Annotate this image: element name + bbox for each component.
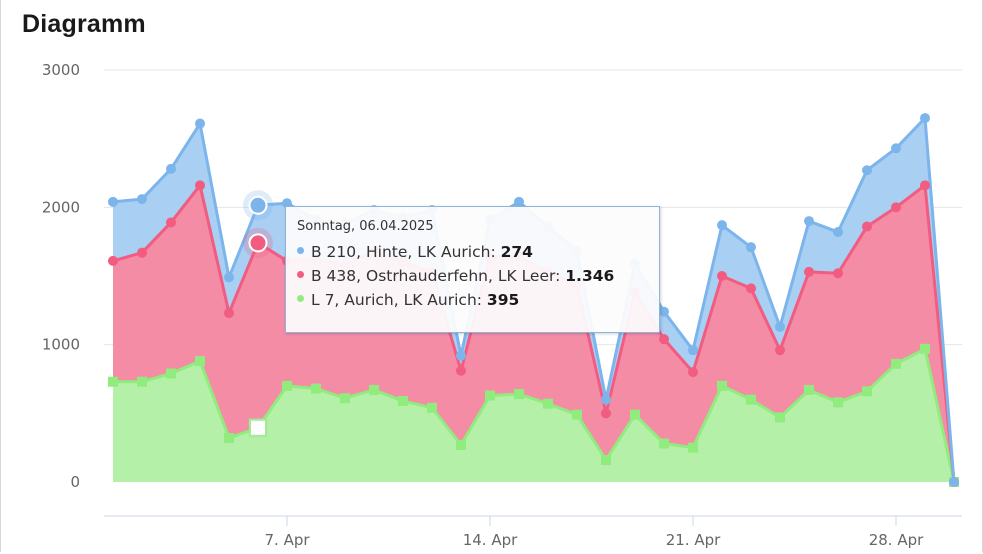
point-series-2-27 <box>891 143 901 154</box>
point-series-1-28 <box>920 180 930 191</box>
point-series-0-11 <box>427 402 437 413</box>
point-series-2-0 <box>108 196 118 207</box>
point-series-1-21 <box>717 271 727 281</box>
point-series-1-1 <box>137 247 147 258</box>
point-series-1-12 <box>456 365 466 376</box>
point-series-0-3 <box>195 356 205 367</box>
point-series-0-17 <box>601 455 611 466</box>
point-series-2-23 <box>775 321 785 332</box>
point-series-0-21 <box>717 380 727 391</box>
y-tick-label-0: 0 <box>70 473 80 491</box>
point-series-0-19 <box>659 438 669 449</box>
point-series-0-8 <box>340 393 350 404</box>
point-series-0-9 <box>369 384 379 395</box>
tooltip-dot-b210 <box>297 247 304 254</box>
area-series-1 <box>113 185 954 483</box>
point-series-2-3 <box>195 118 205 129</box>
point-series-2-12 <box>456 350 466 361</box>
point-series-2-28 <box>920 113 930 124</box>
point-series-2-4 <box>224 272 234 283</box>
hover-point-series-0 <box>249 418 267 437</box>
x-tick-label-1: 14. Apr <box>463 531 518 549</box>
point-series-1-17 <box>601 408 611 419</box>
point-series-1-4 <box>224 308 234 319</box>
point-series-2-25 <box>833 227 843 238</box>
point-series-0-7 <box>311 383 321 394</box>
point-series-0-16 <box>572 409 582 420</box>
point-series-2-24 <box>804 216 814 227</box>
area-series-0 <box>113 348 954 482</box>
tooltip-row-b438: B 438, Ostrhauderfehn, LK Leer: 1.346 <box>297 264 648 288</box>
point-series-2-20 <box>688 345 698 356</box>
point-series-2-22 <box>746 242 756 253</box>
point-series-0-1 <box>137 376 147 387</box>
x-tick-label-0: 7. Apr <box>264 531 310 549</box>
point-series-1-3 <box>195 180 205 191</box>
point-series-0-13 <box>485 390 495 401</box>
point-series-0-18 <box>630 409 640 420</box>
point-series-0-12 <box>456 439 466 450</box>
y-tick-label-3000: 3000 <box>42 61 80 79</box>
tooltip-value-b438: 1.346 <box>565 267 615 285</box>
point-series-0-10 <box>398 395 408 406</box>
chart-title: Diagramm <box>22 10 146 38</box>
tooltip-row-l7: L 7, Aurich, LK Aurich: 395 <box>297 288 648 312</box>
x-tick-label-3: 28. Apr <box>869 531 924 549</box>
point-series-0-24 <box>804 384 814 395</box>
tooltip-date: Sonntag, 06.04.2025 <box>297 219 434 234</box>
point-series-1-22 <box>746 283 756 294</box>
point-series-0-26 <box>862 386 872 397</box>
point-series-2-17 <box>601 394 611 405</box>
point-series-1-26 <box>862 221 872 232</box>
tooltip-value-b210: 274 <box>500 243 533 261</box>
point-series-2-26 <box>862 165 872 176</box>
chart-tooltip: Sonntag, 06.04.2025 B 210, Hinte, LK Aur… <box>285 206 660 333</box>
tooltip-dot-l7 <box>297 295 304 302</box>
point-series-0-2 <box>166 368 176 379</box>
point-series-1-2 <box>166 217 176 228</box>
point-series-0-20 <box>688 442 698 453</box>
point-series-0-0 <box>108 376 118 387</box>
x-tick-label-2: 21. Apr <box>666 531 721 549</box>
point-series-0-28 <box>920 343 930 354</box>
point-series-2-19 <box>659 306 669 317</box>
point-series-0-6 <box>282 380 292 391</box>
tooltip-label-b210: B 210, Hinte, LK Aurich <box>311 243 491 261</box>
point-series-2-6 <box>282 198 292 209</box>
point-series-0-14 <box>514 389 524 400</box>
y-tick-label-2000: 2000 <box>42 198 80 216</box>
point-series-2-1 <box>137 194 147 205</box>
point-series-2-14 <box>514 196 524 207</box>
tooltip-dot-b438 <box>297 271 304 278</box>
point-series-2-29 <box>949 477 959 487</box>
area-series-2 <box>113 118 954 483</box>
point-series-0-25 <box>833 397 843 408</box>
point-series-2-21 <box>717 220 727 231</box>
point-series-0-4 <box>224 433 234 444</box>
point-series-1-27 <box>891 202 901 213</box>
tooltip-row-b210: B 210, Hinte, LK Aurich: 274 <box>297 240 648 264</box>
tooltip-value-l7: 395 <box>486 291 520 309</box>
point-series-0-27 <box>891 358 901 369</box>
y-tick-label-1000: 1000 <box>42 336 80 354</box>
point-series-0-22 <box>746 394 756 405</box>
point-series-1-20 <box>688 367 698 378</box>
point-series-1-19 <box>659 334 669 345</box>
point-series-1-24 <box>804 266 814 277</box>
point-series-1-25 <box>833 268 843 279</box>
point-series-2-2 <box>166 163 176 174</box>
point-series-1-0 <box>108 255 118 266</box>
tooltip-label-l7: L 7, Aurich, LK Aurich <box>311 291 477 309</box>
hover-point-series-2 <box>248 195 268 215</box>
point-series-0-23 <box>775 412 785 423</box>
point-series-0-15 <box>543 398 553 409</box>
point-series-1-23 <box>775 345 785 356</box>
hover-point-series-1 <box>248 233 268 253</box>
tooltip-label-b438: B 438, Ostrhauderfehn, LK Leer <box>311 267 556 285</box>
